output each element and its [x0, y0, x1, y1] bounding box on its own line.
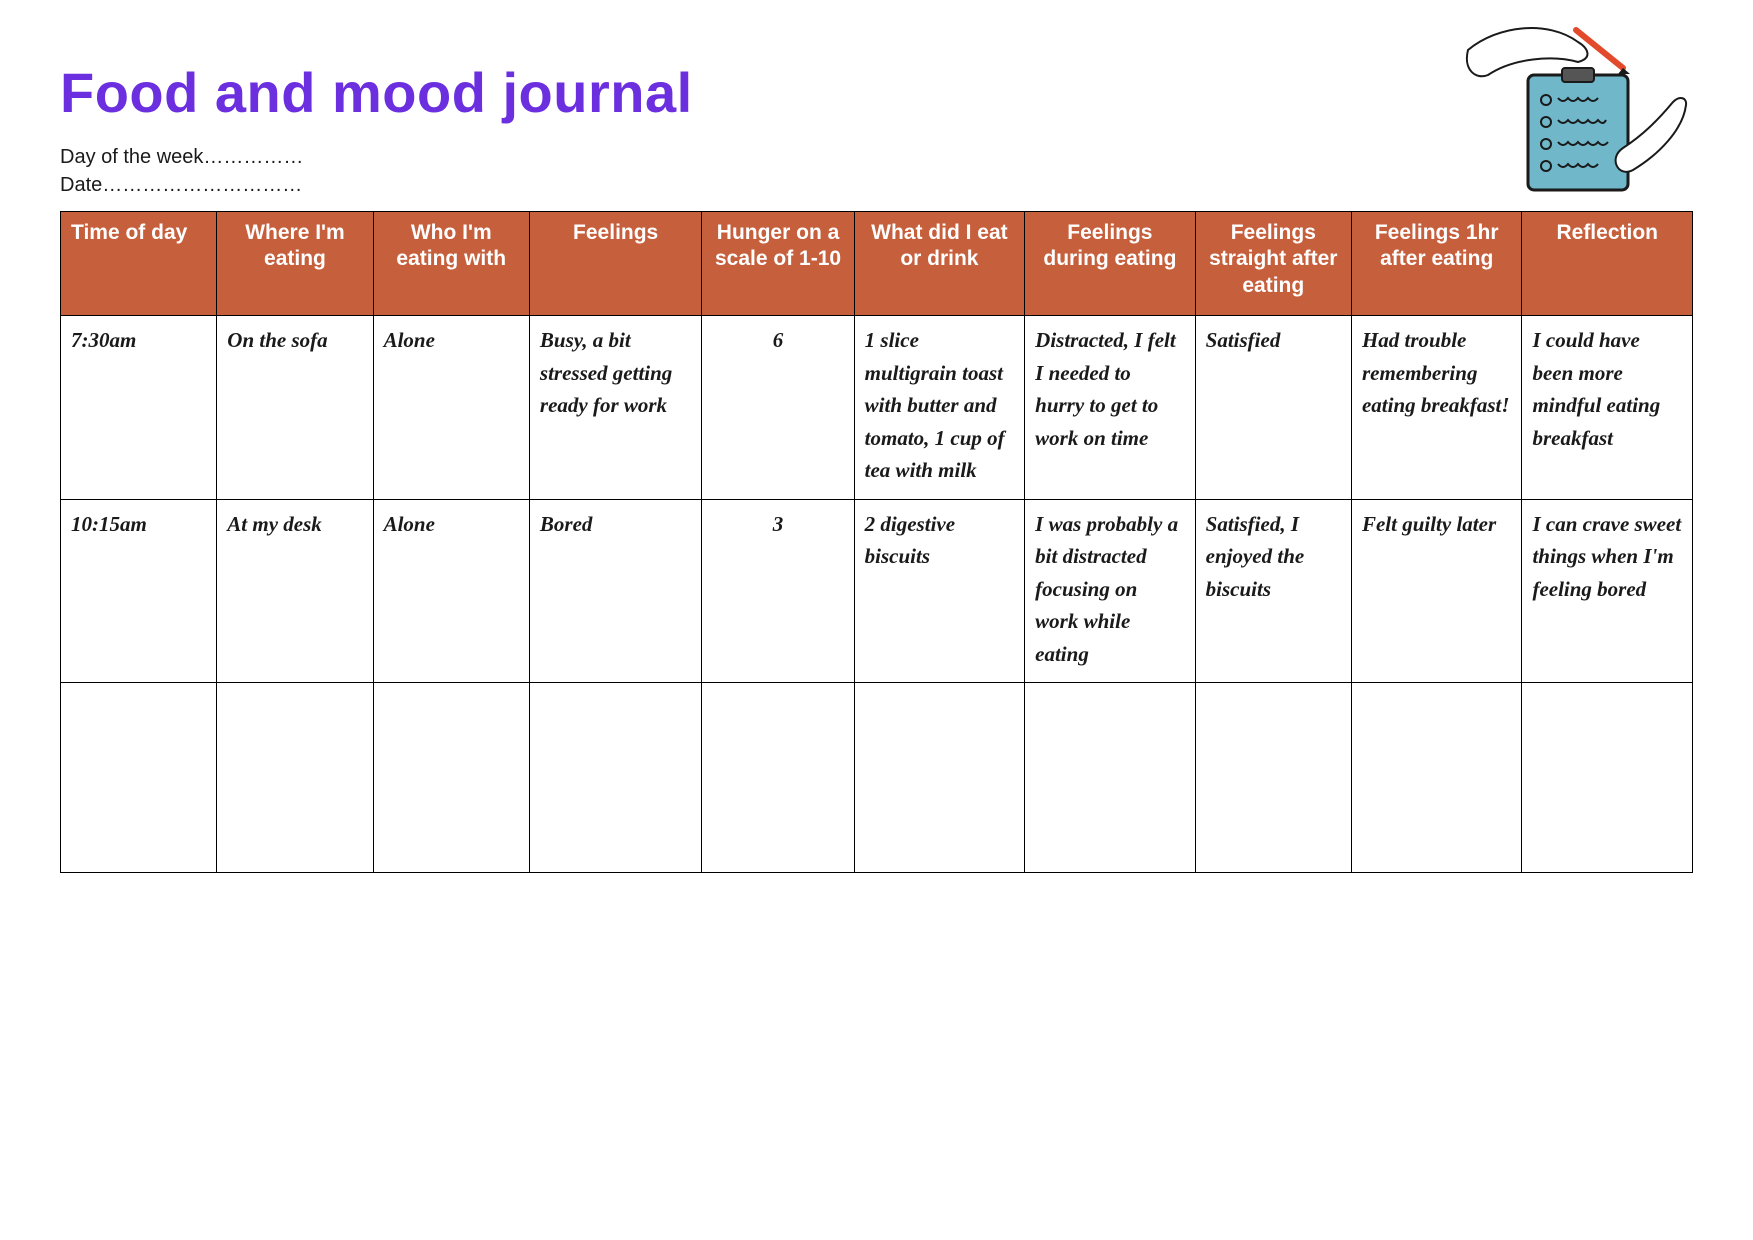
journal-body: 7:30amOn the sofaAloneBusy, a bit stress… [61, 316, 1693, 873]
journal-header-cell: Time of day [61, 212, 217, 316]
table-cell[interactable] [217, 683, 373, 873]
journal-header-cell: What did I eat or drink [854, 212, 1025, 316]
clipboard-icon [1528, 68, 1628, 190]
meta-day-dots: …………… [203, 146, 303, 168]
table-cell[interactable]: Satisfied [1195, 316, 1351, 500]
table-cell[interactable]: Busy, a bit stressed getting ready for w… [529, 316, 702, 500]
table-cell[interactable] [1522, 683, 1693, 873]
table-cell[interactable]: I could have been more mindful eating br… [1522, 316, 1693, 500]
table-cell[interactable] [1351, 683, 1522, 873]
table-cell[interactable] [61, 683, 217, 873]
table-cell[interactable] [529, 683, 702, 873]
table-cell[interactable] [702, 683, 854, 873]
table-row [61, 683, 1693, 873]
table-cell[interactable]: Felt guilty later [1351, 499, 1522, 683]
table-cell[interactable]: 6 [702, 316, 854, 500]
table-row: 7:30amOn the sofaAloneBusy, a bit stress… [61, 316, 1693, 500]
meta-day: Day of the week…………… [60, 143, 693, 171]
table-cell[interactable]: Distracted, I felt I needed to hurry to … [1025, 316, 1196, 500]
journal-header-cell: Reflection [1522, 212, 1693, 316]
journal-header-cell: Feelings [529, 212, 702, 316]
meta-date-label: Date [60, 174, 102, 196]
table-row: 10:15amAt my deskAloneBored32 digestive … [61, 499, 1693, 683]
journal-table: Time of dayWhere I'm eatingWho I'm eatin… [60, 211, 1693, 873]
upper-hand-icon [1467, 28, 1630, 76]
table-cell[interactable]: 3 [702, 499, 854, 683]
journal-header-row: Time of dayWhere I'm eatingWho I'm eatin… [61, 212, 1693, 316]
table-cell[interactable]: On the sofa [217, 316, 373, 500]
table-cell[interactable]: Had trouble remembering eating breakfast… [1351, 316, 1522, 500]
table-cell[interactable]: 10:15am [61, 499, 217, 683]
table-cell[interactable] [373, 683, 529, 873]
table-cell[interactable]: I was probably a bit distracted focusing… [1025, 499, 1196, 683]
table-cell[interactable]: Bored [529, 499, 702, 683]
journal-header-cell: Where I'm eating [217, 212, 373, 316]
table-cell[interactable]: I can crave sweet things when I'm feelin… [1522, 499, 1693, 683]
journal-header-cell: Hunger on a scale of 1-10 [702, 212, 854, 316]
meta-day-label: Day of the week [60, 146, 203, 168]
meta-block: Day of the week…………… Date………………………… [60, 143, 693, 199]
meta-date-dots: ………………………… [102, 174, 302, 196]
table-cell[interactable]: Alone [373, 499, 529, 683]
table-cell[interactable]: 7:30am [61, 316, 217, 500]
page-title: Food and mood journal [60, 60, 693, 125]
table-cell[interactable]: 1 slice multigrain toast with butter and… [854, 316, 1025, 500]
table-cell[interactable]: Alone [373, 316, 529, 500]
table-cell[interactable] [1025, 683, 1196, 873]
journal-header-cell: Feelings 1hr after eating [1351, 212, 1522, 316]
meta-date: Date………………………… [60, 171, 693, 199]
table-cell[interactable]: 2 digestive biscuits [854, 499, 1025, 683]
clipboard-illustration [1458, 20, 1688, 200]
table-cell[interactable]: Satisfied, I enjoyed the biscuits [1195, 499, 1351, 683]
journal-header-cell: Feelings during eating [1025, 212, 1196, 316]
table-cell[interactable] [1195, 683, 1351, 873]
table-cell[interactable] [854, 683, 1025, 873]
journal-header-cell: Who I'm eating with [373, 212, 529, 316]
table-cell[interactable]: At my desk [217, 499, 373, 683]
journal-header-cell: Feelings straight after eating [1195, 212, 1351, 316]
